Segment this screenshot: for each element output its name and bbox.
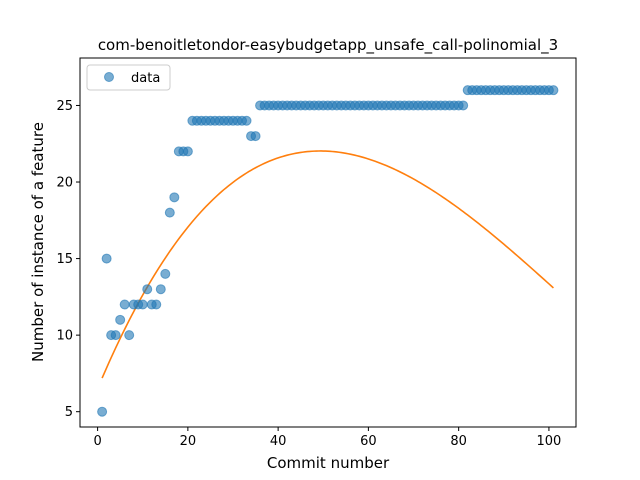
data-point — [169, 192, 180, 203]
x-tick-label: 40 — [270, 434, 287, 449]
data-point — [110, 330, 121, 341]
legend-marker-data — [104, 72, 114, 82]
y-tick-label: 10 — [56, 329, 73, 344]
data-point — [97, 406, 108, 417]
data-point — [241, 115, 252, 126]
x-axis-label: Commit number — [267, 454, 390, 472]
x-tick-label: 0 — [93, 434, 101, 449]
x-axis-ticks: 0 20 40 60 80 100 — [93, 427, 561, 449]
data-point — [119, 299, 130, 310]
data-point — [250, 131, 261, 142]
y-tick-label: 20 — [56, 176, 73, 191]
data-point — [115, 314, 126, 325]
y-axis-ticks: 5 10 15 20 25 — [56, 99, 80, 420]
plot-area — [80, 58, 576, 427]
x-tick-label: 100 — [537, 434, 562, 449]
plot-frame — [79, 57, 577, 428]
fit-line — [101, 150, 554, 379]
legend: data — [86, 64, 171, 91]
y-tick-label: 25 — [56, 99, 73, 114]
legend-label-data: data — [131, 71, 160, 86]
data-point — [101, 253, 112, 264]
data-point — [142, 284, 153, 295]
legend-box — [86, 64, 171, 91]
data-point — [124, 330, 135, 341]
data-point — [137, 299, 148, 310]
fit-layer — [101, 150, 554, 379]
data-point — [458, 100, 469, 111]
chart-title: com-benoitletondor-easybudgetapp_unsafe_… — [98, 36, 558, 55]
points-layer — [97, 85, 559, 417]
data-point — [548, 85, 559, 96]
data-point — [151, 299, 162, 310]
y-axis-label: Number of instance of a feature — [29, 122, 47, 362]
y-tick-label: 5 — [65, 405, 73, 420]
data-point — [155, 284, 166, 295]
data-point — [160, 268, 171, 279]
data-point — [182, 146, 193, 157]
y-tick-label: 15 — [56, 252, 73, 267]
data-point — [164, 207, 175, 218]
x-tick-label: 60 — [360, 434, 377, 449]
x-tick-label: 20 — [180, 434, 197, 449]
x-tick-label: 80 — [450, 434, 467, 449]
